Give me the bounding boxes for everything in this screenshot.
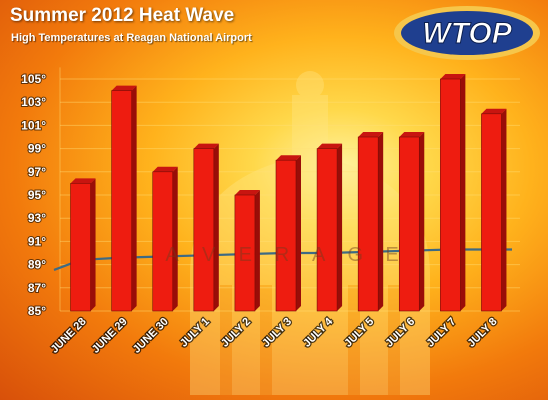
- bar-side: [296, 155, 301, 311]
- x-tick-label: JULY 2: [219, 316, 253, 350]
- bar: [440, 74, 466, 312]
- bar-side: [90, 178, 96, 311]
- x-tick-label: JULY 8: [466, 316, 500, 350]
- bar-top: [481, 108, 507, 114]
- y-tick-label: 87°: [28, 281, 46, 295]
- y-tick-label: 101°: [21, 118, 46, 132]
- bar-top: [276, 155, 301, 161]
- average-label-letter: E: [385, 244, 398, 266]
- x-tick-label: JULY 7: [424, 316, 458, 350]
- bar-top: [234, 190, 260, 195]
- bar: [398, 132, 425, 312]
- bar-side: [172, 166, 178, 311]
- x-tick-label: JULY 6: [383, 316, 417, 350]
- bar-top: [317, 143, 343, 149]
- bar-top: [152, 166, 178, 172]
- bar-front: [481, 113, 502, 312]
- bar-front: [193, 148, 215, 312]
- bar-front: [398, 136, 420, 312]
- bar: [357, 132, 384, 312]
- bar-side: [213, 143, 219, 311]
- bar-top: [111, 85, 137, 91]
- bar-front: [440, 78, 461, 312]
- bars-group: [70, 74, 507, 312]
- x-tick-label: JUNE 29: [90, 316, 130, 356]
- bar: [234, 190, 260, 312]
- bar-front: [152, 171, 174, 312]
- bar-top: [358, 132, 384, 137]
- bar-side: [254, 190, 260, 311]
- chart-title: Summer 2012 Heat Wave: [10, 5, 235, 26]
- y-tick-label: 97°: [28, 165, 46, 179]
- bar-top: [70, 178, 96, 184]
- y-tick-label: 95°: [28, 188, 46, 202]
- bar: [316, 143, 343, 312]
- bar-front: [357, 136, 379, 312]
- y-tick-label: 105°: [21, 72, 46, 86]
- bar-front: [234, 194, 256, 312]
- bar: [70, 178, 96, 312]
- bar: [111, 85, 137, 312]
- average-label-letter: A: [165, 244, 179, 266]
- bar: [481, 108, 507, 312]
- bar-top: [440, 74, 466, 79]
- y-tick-label: 99°: [28, 142, 46, 156]
- x-tick-label: JUNE 30: [131, 316, 171, 356]
- x-tick-label: JULY 4: [301, 315, 336, 350]
- bar-front: [111, 90, 132, 312]
- bar-front: [70, 183, 91, 312]
- bar-side: [378, 132, 384, 311]
- average-label-letter: V: [202, 244, 216, 266]
- y-tick-label: 91°: [28, 234, 46, 248]
- bar-side: [419, 132, 425, 311]
- bar-front: [316, 148, 338, 312]
- y-tick-label: 89°: [28, 258, 46, 272]
- x-tick-label: JULY 5: [342, 316, 376, 350]
- x-tick-label: JULY 1: [178, 316, 212, 350]
- average-label-letter: G: [348, 244, 364, 266]
- y-tick-label: 93°: [28, 211, 46, 225]
- y-axis-ticks: 85° 87° 89° 91° 93° 95° 97° 99° 101° 103° 105°: [20, 71, 47, 319]
- bar-side: [337, 143, 343, 311]
- bar-side: [460, 74, 466, 311]
- bar-side: [501, 108, 507, 311]
- bar: [275, 155, 301, 312]
- logo-fill: [401, 11, 533, 55]
- average-label-letter: A: [312, 244, 326, 266]
- x-tick-label: JUNE 28: [49, 316, 89, 356]
- average-label-letter: R: [275, 244, 289, 266]
- bar: [193, 143, 219, 312]
- logo-text: WTOP: [422, 17, 512, 50]
- y-tick-label: 103°: [21, 95, 46, 109]
- bar-top: [193, 143, 219, 149]
- average-label-letter: E: [239, 244, 252, 266]
- bar-top: [399, 132, 425, 137]
- bar: [152, 166, 178, 312]
- bar-side: [131, 85, 137, 311]
- x-tick-label: JULY 3: [260, 316, 294, 350]
- y-tick-label: 85°: [28, 304, 46, 318]
- wtop-logo: WTOP: [394, 6, 540, 60]
- chart-subtitle: High Temperatures at Reagan National Air…: [11, 32, 252, 44]
- bar-front: [275, 159, 297, 312]
